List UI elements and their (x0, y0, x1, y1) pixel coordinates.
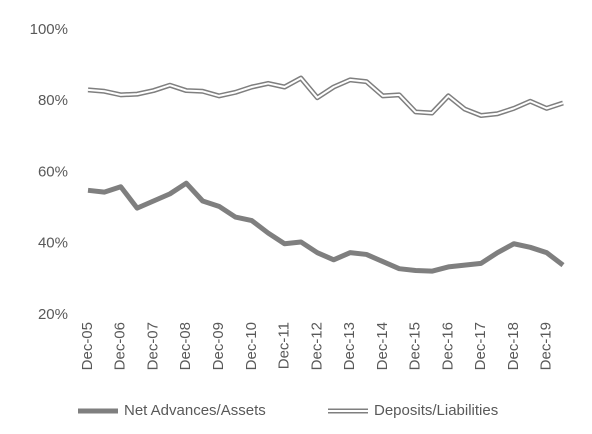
x-tick-label: Dec-15 (407, 322, 424, 370)
legend-label: Deposits/Liabilities (374, 402, 498, 419)
x-tick-label: Dec-11 (276, 322, 293, 369)
x-tick-label: Dec-18 (505, 322, 522, 370)
series-line (87, 75, 564, 118)
x-tick-label: Dec-16 (439, 322, 456, 370)
x-tick-label: Dec-19 (538, 322, 555, 370)
y-tick-label: 20% (38, 306, 68, 323)
x-tick-label: Dec-06 (112, 322, 129, 370)
legend-label: Net Advances/Assets (124, 402, 266, 419)
x-tick-label: Dec-05 (79, 322, 96, 370)
x-tick-label: Dec-13 (341, 322, 358, 370)
x-tick-label: Dec-08 (177, 322, 194, 370)
x-tick-label: Dec-14 (374, 322, 391, 370)
series-line-inner (87, 77, 564, 117)
series-line (87, 180, 565, 274)
x-tick-label: Dec-12 (308, 322, 325, 370)
y-tick-label: 100% (30, 21, 68, 38)
x-tick-label: Dec-09 (210, 322, 227, 370)
y-tick-label: 80% (38, 92, 68, 109)
y-tick-label: 40% (38, 235, 68, 252)
x-tick-label: Dec-07 (144, 322, 161, 370)
x-tick-label: Dec-17 (472, 322, 489, 370)
x-tick-label: Dec-10 (243, 322, 260, 370)
y-tick-label: 60% (38, 163, 68, 180)
